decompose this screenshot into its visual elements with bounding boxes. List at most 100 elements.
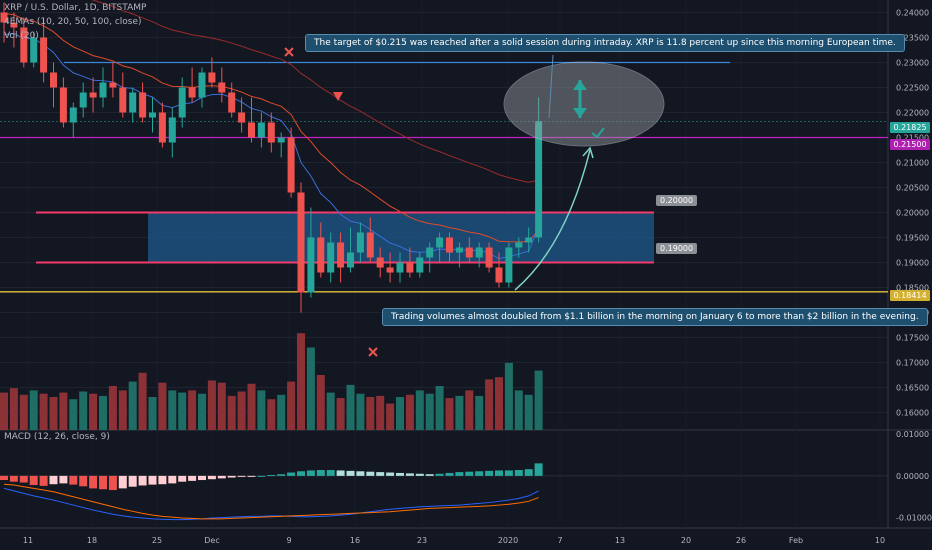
ema-line	[3, 12, 539, 243]
volume-bar	[534, 370, 543, 430]
macd-histogram-bar	[455, 472, 464, 476]
candle-body	[109, 82, 117, 88]
volume-bar	[336, 398, 345, 430]
macd-histogram-bar	[29, 475, 38, 486]
macd-histogram-bar	[99, 475, 107, 490]
candle-body	[317, 237, 325, 273]
price-tick-label: 0.16000	[896, 409, 929, 418]
volume-bar	[297, 333, 305, 430]
candle-body	[248, 122, 255, 138]
volume-bar	[415, 390, 424, 430]
macd-histogram-bar	[415, 473, 424, 476]
volume-bar	[69, 399, 78, 430]
candle-body	[139, 92, 147, 118]
volume-bar	[455, 395, 464, 430]
macd-histogram-bar	[425, 474, 434, 476]
volume-bar	[49, 397, 58, 430]
time-tick-label: 10	[875, 536, 885, 545]
candle-body	[129, 92, 137, 113]
candle-body	[277, 137, 285, 143]
candle-body	[228, 92, 236, 113]
current-price-tag: 0.21825	[890, 122, 930, 133]
time-tick-label: 18	[87, 536, 97, 545]
volume-callout: Trading volumes almost doubled from $1.1…	[382, 308, 928, 326]
candle-body	[535, 121, 543, 238]
macd-tick-label: 0.00000	[896, 472, 929, 481]
volume-bar	[485, 379, 494, 430]
volume-bar	[99, 395, 107, 430]
macd-histogram-bar	[19, 475, 28, 483]
candle-body	[376, 257, 384, 268]
candle-body	[307, 237, 315, 293]
candle-body	[79, 92, 87, 108]
price-tick-label: 0.18500	[896, 284, 929, 293]
candle-body	[525, 237, 533, 243]
price-tick-label: 0.23000	[896, 59, 929, 68]
candle-body	[337, 242, 345, 268]
candle-body	[396, 262, 404, 273]
macd-histogram-bar	[366, 471, 375, 476]
candle-body	[218, 82, 226, 93]
volume-legend: Vol (20)	[4, 31, 39, 41]
volume-bar	[445, 398, 454, 430]
candle-body	[347, 252, 354, 268]
macd-histogram-bar	[316, 470, 325, 476]
macd-histogram-bar	[475, 471, 484, 476]
volume-bar	[237, 391, 246, 430]
volume-bar	[514, 390, 523, 430]
volume-bar	[306, 347, 315, 430]
price-tick-label: 0.22500	[896, 84, 929, 93]
volume-bar	[178, 392, 187, 430]
support-zone-box	[148, 212, 654, 263]
down-arrow-marker-icon	[333, 92, 343, 101]
candle-body	[20, 27, 28, 63]
macd-histogram-bar	[128, 475, 137, 487]
macd-histogram-bar	[257, 475, 266, 477]
candle-body	[505, 247, 513, 283]
candle-body	[327, 242, 335, 273]
candle-body	[30, 37, 38, 63]
price-tick-label: 0.20000	[896, 209, 929, 218]
projection-arrow-head	[582, 146, 594, 159]
volume-bar	[277, 394, 286, 430]
candle-body	[208, 72, 216, 83]
projection-arrow	[514, 149, 591, 291]
price-tick-label: 0.19500	[896, 234, 929, 243]
macd-histogram-bar	[237, 475, 246, 477]
macd-histogram-bar	[69, 475, 78, 485]
price-tick-label: 0.21000	[896, 159, 929, 168]
volume-bar	[366, 397, 375, 430]
candle-body	[119, 87, 127, 113]
macd-histogram-bar	[336, 470, 345, 476]
time-tick-label: Dec	[204, 536, 219, 545]
time-tick-label: 7	[557, 536, 562, 545]
target-ellipse	[503, 61, 665, 147]
candle-body	[238, 112, 246, 123]
level-tag-lower: 0.19000	[656, 243, 698, 254]
volume-bar	[376, 395, 385, 430]
candle-body	[436, 237, 444, 248]
candle-body	[168, 117, 176, 143]
time-axis: 11 18 25 Dec 9 16 23 2020 7 13 20 26 Feb 10	[23, 536, 885, 545]
volume-bars	[0, 333, 543, 430]
time-tick-label: 13	[615, 536, 625, 545]
candle-body	[287, 137, 295, 193]
volume-bar	[227, 395, 236, 430]
macd-histogram-bar	[524, 469, 533, 476]
candle-body	[69, 107, 77, 123]
time-tick-label: 2020	[498, 536, 518, 545]
volume-bar	[405, 394, 414, 430]
macd-histogram-bar	[79, 475, 88, 487]
time-tick-label: 25	[152, 536, 162, 545]
macd-histogram-bar	[89, 475, 98, 489]
callout-pointer	[548, 54, 554, 119]
macd-histogram-bar	[158, 475, 167, 485]
volume-bar	[128, 381, 137, 430]
macd-histogram-bar	[495, 470, 503, 476]
macd-histogram-bar	[59, 475, 68, 484]
candle-body	[366, 232, 374, 258]
macd-histogram-bar	[217, 475, 226, 479]
candle-body	[446, 237, 453, 253]
